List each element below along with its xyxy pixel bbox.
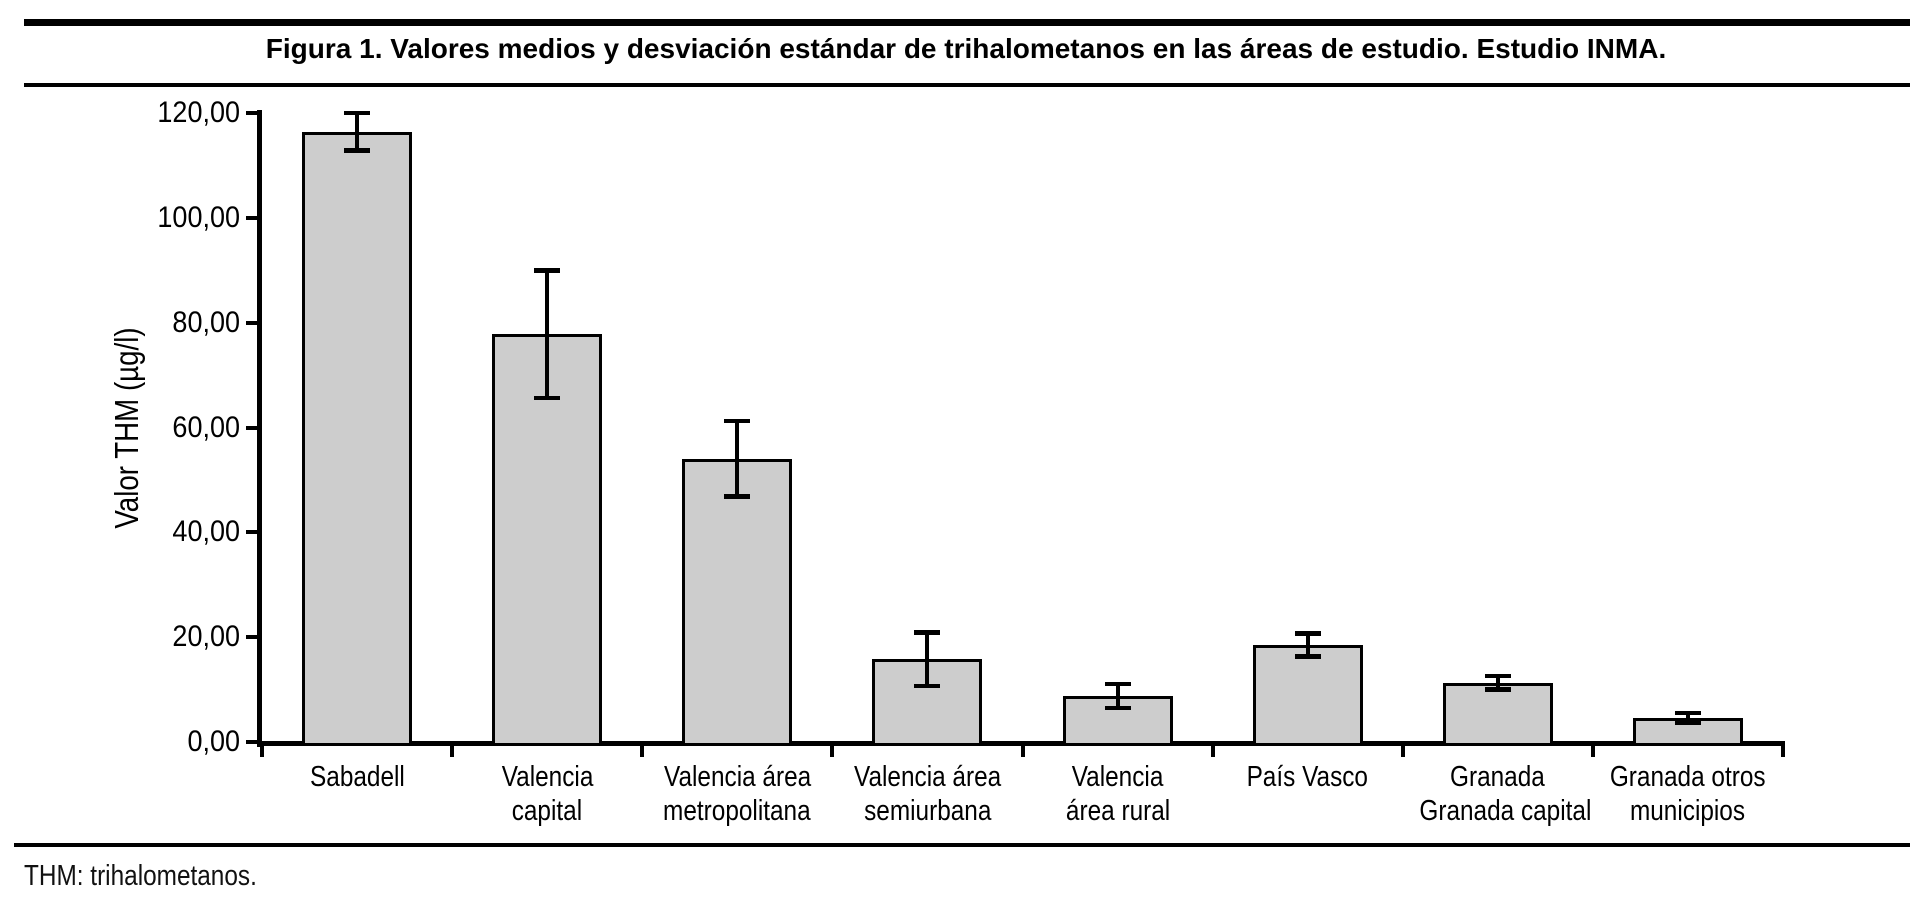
error-bar-cap-bottom-valencia-area-rural — [1104, 705, 1131, 711]
x-category-label-text: metropolitana — [663, 795, 812, 827]
x-axis-tick-6 — [1400, 744, 1405, 757]
y-axis-tick-20-00 — [246, 635, 257, 640]
x-category-label-pais-vasco: País Vasco — [1213, 760, 1403, 794]
y-axis-title-text: Valor THM (µg/l) — [108, 327, 145, 529]
x-category-label-line: capital — [452, 794, 642, 828]
error-bar-cap-top-valencia-area-rural — [1104, 681, 1131, 687]
x-category-label-line: Valencia área — [832, 760, 1022, 794]
x-category-label-granada-otros-municipios: Granada otros municipios — [1593, 760, 1783, 828]
error-bar-valencia-area-semiurbana — [925, 632, 930, 686]
x-category-label-line: Sabadell — [262, 760, 452, 794]
x-category-label-text: capital — [511, 795, 583, 827]
y-tick-label-60-00: 60,00 — [172, 410, 240, 444]
error-bar-valencia-area-metropolitana — [735, 421, 740, 497]
figure-footnote: THM: trihalometanos. — [24, 860, 301, 893]
error-bar-granada-otros-municipios — [1685, 713, 1690, 723]
error-bar-cap-top-valencia-area-semiurbana — [914, 630, 941, 635]
x-category-label-text: Granada — [1450, 761, 1546, 793]
y-axis-tick-100-00 — [246, 215, 257, 220]
error-bar-cap-bottom-granada-otros-municipios — [1674, 720, 1701, 725]
figure-title: Figura 1. Valores medios y desviación es… — [265, 33, 1667, 64]
x-category-label-text: Sabadell — [309, 761, 405, 793]
error-bar-sabadell — [355, 113, 360, 151]
x-category-label-text: Granada otros — [1610, 761, 1766, 793]
error-bar-cap-top-granada-otros-municipios — [1674, 710, 1701, 716]
top-rule — [24, 19, 1910, 26]
x-category-label-text: Valencia área — [853, 761, 1002, 793]
x-category-label-line: Valencia — [452, 760, 642, 794]
error-bar-cap-bottom-valencia-area-semiurbana — [914, 683, 941, 689]
x-axis-tick-7 — [1590, 744, 1595, 757]
error-bar-cap-top-sabadell — [344, 110, 371, 116]
error-bar-cap-bottom-valencia-area-metropolitana — [724, 494, 751, 499]
x-category-label-sabadell: Sabadell — [262, 760, 452, 794]
y-axis-tick-80-00 — [246, 320, 257, 325]
x-category-label-line: semiurbana — [832, 794, 1022, 828]
footer-rule — [14, 843, 1910, 847]
y-tick-label-120-00: 120,00 — [157, 96, 240, 129]
x-category-label-text: Valencia — [501, 761, 594, 793]
error-bar-cap-bottom-granada-granada-capital — [1484, 687, 1511, 692]
error-bar-cap-top-valencia-area-metropolitana — [724, 418, 751, 424]
y-axis-title: Valor THM (µg/l) — [108, 308, 146, 548]
error-bar-cap-bottom-valencia-capital — [534, 395, 561, 401]
x-axis-tick-2 — [640, 744, 645, 757]
error-bar-pais-vasco — [1305, 633, 1310, 657]
x-category-label-valencia-area-metropolitana: Valencia área metropolitana — [642, 760, 832, 828]
x-category-label-valencia-area-semiurbana: Valencia área semiurbana — [832, 760, 1022, 828]
error-bar-valencia-area-rural — [1115, 683, 1120, 708]
x-category-label-text: Valencia área — [663, 761, 811, 793]
y-tick-label-100-00: 100,00 — [157, 200, 240, 234]
x-category-label-line: Granada capital — [1403, 794, 1593, 828]
x-category-label-line: área rural — [1023, 794, 1213, 828]
x-axis-tick-3 — [830, 744, 835, 757]
x-category-label-line: Valencia área — [642, 760, 832, 794]
y-axis-tick-60-00 — [246, 425, 257, 430]
bar-valencia-capital — [492, 334, 603, 743]
error-bar-granada-granada-capital — [1495, 675, 1500, 690]
bar-granada-granada-capital — [1442, 682, 1553, 743]
x-category-label-text: área rural — [1065, 795, 1170, 827]
y-tick-label-40-00: 40,00 — [172, 515, 240, 549]
x-category-label-text: Granada capital — [1419, 795, 1592, 827]
error-bar-cap-top-pais-vasco — [1294, 631, 1321, 636]
error-bar-cap-bottom-pais-vasco — [1294, 654, 1321, 659]
bar-valencia-area-metropolitana — [682, 458, 793, 743]
error-bar-valencia-capital — [545, 270, 550, 399]
x-category-label-valencia-area-rural: Valencia área rural — [1023, 760, 1213, 828]
y-axis-line — [257, 110, 262, 747]
x-axis-line — [257, 741, 1785, 746]
figure-footnote-text: THM: trihalometanos. — [24, 860, 257, 892]
y-tick-label-0-00: 0,00 — [187, 725, 240, 758]
x-category-label-text: municipios — [1630, 795, 1746, 827]
bar-pais-vasco — [1252, 645, 1363, 743]
y-tick-label-20-00: 20,00 — [172, 620, 240, 654]
error-bar-cap-top-granada-granada-capital — [1484, 673, 1511, 679]
error-bar-cap-bottom-sabadell — [344, 148, 371, 153]
y-tick-label-80-00: 80,00 — [172, 305, 240, 339]
x-category-label-line: Granada otros — [1593, 760, 1783, 794]
x-category-label-valencia-capital: Valencia capital — [452, 760, 642, 828]
y-axis-tick-120-00 — [246, 111, 257, 115]
x-category-label-text: País Vasco — [1246, 761, 1369, 793]
x-axis-tick-1 — [450, 744, 455, 757]
bar-sabadell — [302, 131, 413, 743]
x-axis-tick-5 — [1210, 744, 1215, 757]
x-axis-tick-0 — [260, 744, 264, 757]
x-category-label-line: municipios — [1593, 794, 1783, 828]
x-axis-tick-8 — [1781, 744, 1785, 757]
x-category-label-text: semiurbana — [863, 795, 992, 827]
x-category-label-line: Valencia — [1023, 760, 1213, 794]
x-category-label-line: Granada — [1403, 760, 1593, 794]
error-bar-cap-top-valencia-capital — [534, 268, 561, 273]
title-bottom-rule — [24, 83, 1910, 87]
x-category-label-text: Valencia — [1071, 761, 1164, 793]
x-category-label-line: País Vasco — [1213, 760, 1403, 794]
x-category-label-line: metropolitana — [642, 794, 832, 828]
y-axis-tick-40-00 — [246, 530, 257, 535]
y-axis-tick-0-00 — [246, 740, 257, 744]
x-axis-tick-4 — [1020, 744, 1025, 757]
x-category-label-granada-granada-capital: Granada Granada capital — [1403, 760, 1593, 828]
